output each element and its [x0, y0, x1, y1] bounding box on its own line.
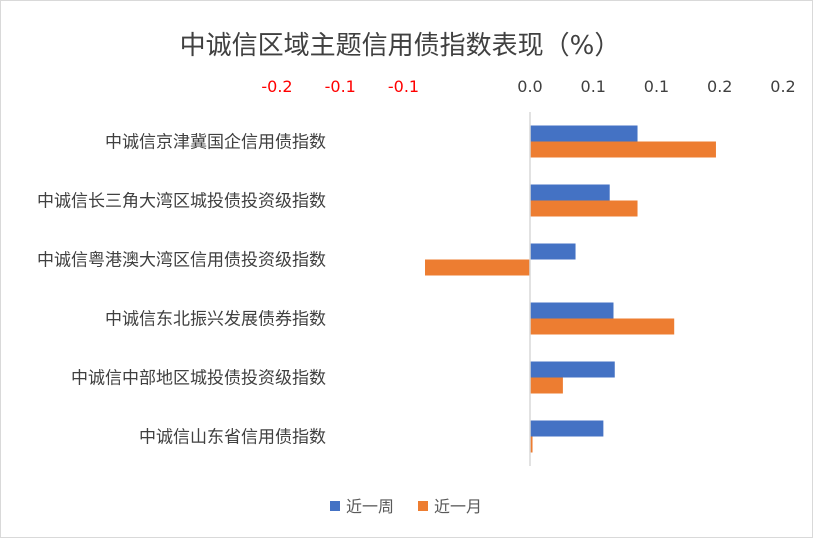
x-tick-label: 0.1 — [644, 77, 669, 96]
legend-label: 近一月 — [434, 497, 482, 516]
x-tick-label: 0.0 — [517, 77, 542, 96]
category-label: 中诚信东北振兴发展债券指数 — [105, 310, 326, 330]
x-tick-label: 0.1 — [581, 77, 606, 96]
x-tick-label: -0.1 — [325, 77, 356, 96]
category-label: 中诚信中部地区城投债投资级指数 — [71, 369, 326, 389]
x-axis-ticks: -0.2 -0.1 -0.1 0.0 0.1 0.1 0.2 0.2 — [261, 77, 795, 96]
category-label: 中诚信长三角大湾区城投债投资级指数 — [37, 192, 326, 212]
bar-week — [530, 420, 604, 437]
bars — [425, 125, 716, 453]
x-tick-label: 0.2 — [707, 77, 732, 96]
legend: 近一周 近一月 — [330, 497, 482, 516]
bar-week — [530, 302, 614, 319]
category-label: 中诚信京津冀国企信用债指数 — [105, 133, 326, 153]
legend-swatch — [418, 501, 428, 511]
chart-title: 中诚信区域主题信用债指数表现（%） — [180, 31, 621, 61]
bar-week — [530, 361, 615, 378]
category-label: 中诚信山东省信用债指数 — [139, 428, 326, 448]
legend-swatch — [330, 501, 340, 511]
bar-week — [530, 125, 638, 142]
bar-week — [530, 184, 610, 201]
x-tick-label: -0.1 — [388, 77, 419, 96]
bar-month — [530, 377, 563, 394]
bar-week — [530, 243, 576, 260]
y-axis-categories: 中诚信京津冀国企信用债指数中诚信长三角大湾区城投债投资级指数中诚信粤港澳大湾区信… — [37, 133, 326, 448]
bar-month — [425, 259, 530, 276]
legend-label: 近一周 — [346, 497, 394, 516]
bar-month — [530, 436, 533, 453]
category-label: 中诚信粤港澳大湾区信用债投资级指数 — [37, 251, 326, 271]
bar-month — [530, 200, 638, 217]
x-tick-label: -0.2 — [261, 77, 292, 96]
bar-month — [530, 141, 716, 158]
x-tick-label: 0.2 — [770, 77, 795, 96]
bar-month — [530, 318, 675, 335]
